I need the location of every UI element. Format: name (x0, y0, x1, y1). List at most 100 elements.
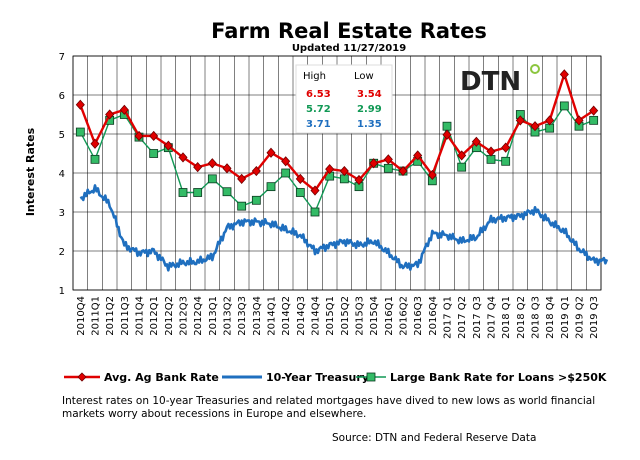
stats-box-frame (295, 64, 393, 134)
ag-rate-point (222, 163, 232, 174)
legend-marker-ag (77, 372, 87, 382)
ag-rate-point (501, 142, 511, 153)
large-bank-point (589, 115, 599, 125)
x-tick-label: 2011Q1 (91, 296, 102, 336)
x-tick-label: 2018 Q2 (516, 296, 527, 339)
large-bank-point (207, 174, 217, 184)
y-tick-label: 1 (59, 286, 65, 297)
farm-real-estate-chart: Farm Real Estate Rates Updated 11/27/201… (24, 19, 609, 384)
ag-rate-point (413, 150, 423, 161)
ag-rate-point (427, 169, 437, 181)
stats-high-large-bank: 5.72 (306, 104, 331, 115)
y-tick-label: 4 (59, 169, 65, 180)
ag-rate-point (193, 162, 203, 173)
dtn-logo: DTN (460, 64, 540, 97)
ag-rate-point (295, 173, 305, 184)
x-tick-label: 2014Q1 (267, 296, 278, 336)
x-tick-label: 2012Q1 (149, 296, 160, 336)
large-bank-point (501, 156, 511, 166)
x-tick-label: 2018 Q4 (545, 296, 556, 339)
ag-rate-point (398, 165, 408, 177)
x-tick-label: 2019 Q3 (589, 296, 600, 339)
x-tick-label: 2015Q2 (340, 296, 351, 336)
chart-title: Farm Real Estate Rates (211, 19, 487, 43)
stats-low-large-bank: 2.99 (357, 104, 382, 115)
large-bank-point (383, 163, 393, 173)
legend: Avg. Ag Bank Rate 10-Year Treasury Large… (64, 371, 607, 384)
ag-rate-point (339, 165, 349, 177)
x-tick-label: 2015Q3 (355, 296, 366, 336)
x-tick-label: 2017 Q4 (487, 296, 498, 339)
x-tick-label: 2017 Q1 (443, 296, 454, 339)
x-tick-label: 2016Q3 (413, 296, 424, 336)
ag-rate-point (457, 150, 467, 161)
ag-rate-point (530, 121, 540, 132)
ag-rate-point (237, 173, 247, 184)
y-tick-label: 7 (59, 52, 65, 63)
large-bank-point (222, 187, 232, 197)
x-tick-label: 2010Q4 (76, 296, 87, 336)
stats-header-low: Low (354, 71, 374, 82)
large-bank-point (295, 188, 305, 197)
large-bank-point (90, 154, 100, 164)
legend-label-ag: Avg. Ag Bank Rate (104, 371, 219, 384)
stats-high-treasury: 3.71 (306, 119, 331, 130)
source-credit: Source: DTN and Federal Reserve Data (332, 432, 537, 444)
ag-rate-point (471, 136, 481, 147)
y-tick-label: 6 (59, 91, 65, 102)
x-tick-label: 2013Q3 (237, 296, 248, 336)
x-tick-label: 2017 Q2 (457, 296, 468, 339)
y-tick-label: 3 (59, 208, 65, 219)
large-bank-point (178, 188, 188, 197)
x-tick-label: 2014Q4 (311, 296, 322, 336)
x-tick-label: 2016Q4 (428, 296, 439, 336)
series-layer (75, 69, 609, 272)
series-large-bank-rate-for-loans-250k (75, 101, 599, 217)
large-bank-point (266, 182, 276, 192)
ag-rate-point (515, 115, 525, 126)
x-tick-label: 2019 Q2 (575, 296, 586, 339)
x-tick-label: 2013Q1 (208, 296, 219, 336)
ag-rate-point (105, 109, 115, 120)
large-bank-point (442, 121, 452, 131)
ag-rate-point (163, 140, 173, 151)
y-axis-label: Interest Rates (24, 127, 37, 216)
x-tick-label: 2018 Q1 (501, 296, 512, 339)
x-tick-label: 2014Q3 (296, 296, 307, 336)
y-tick-label: 2 (59, 247, 65, 258)
large-bank-point (193, 188, 203, 197)
x-tick-label: 2018 Q3 (531, 296, 542, 339)
stats-low-treasury: 1.35 (357, 119, 382, 130)
y-tick-label: 5 (59, 130, 65, 141)
ag-rate-point (178, 152, 188, 163)
x-tick-label: 2015Q1 (325, 296, 336, 336)
ag-rate-point (559, 69, 569, 80)
ag-rate-point (383, 154, 393, 165)
large-bank-point (457, 162, 467, 172)
x-tick-label: 2017 Q3 (472, 296, 483, 339)
stats-high-ag: 6.53 (306, 89, 331, 100)
ag-rate-point (545, 115, 555, 126)
large-bank-point (149, 149, 159, 158)
x-tick-label: 2015Q4 (369, 296, 380, 336)
stats-box: High Low 6.53 3.54 5.72 2.99 3.71 1.35 (295, 64, 393, 134)
legend-label-treasury: 10-Year Treasury (266, 371, 369, 384)
stats-low-ag: 3.54 (357, 89, 382, 100)
x-tick-label: 2012Q4 (193, 296, 204, 336)
ag-rate-point (266, 147, 276, 158)
series-10-year-treasury (79, 184, 609, 272)
dtn-logo-text: DTN (460, 67, 521, 97)
ag-rate-point (134, 130, 144, 142)
large-bank-point (251, 195, 261, 205)
ag-rate-point (119, 104, 129, 115)
x-tick-label: 2016Q2 (399, 296, 410, 336)
legend-label-large-bank: Large Bank Rate for Loans >$250K (390, 371, 607, 384)
large-bank-point (237, 201, 247, 211)
x-tick-label: 2011Q3 (120, 296, 131, 336)
ag-rate-point (149, 130, 159, 142)
chart-subtitle: Updated 11/27/2019 (292, 43, 406, 54)
chart-note: Interest rates on 10-year Treasuries and… (62, 395, 596, 420)
x-tick-label: 2014Q2 (281, 296, 292, 336)
series-avg-ag-bank-rate (75, 69, 599, 196)
x-tick-label: 2012Q3 (179, 296, 190, 336)
